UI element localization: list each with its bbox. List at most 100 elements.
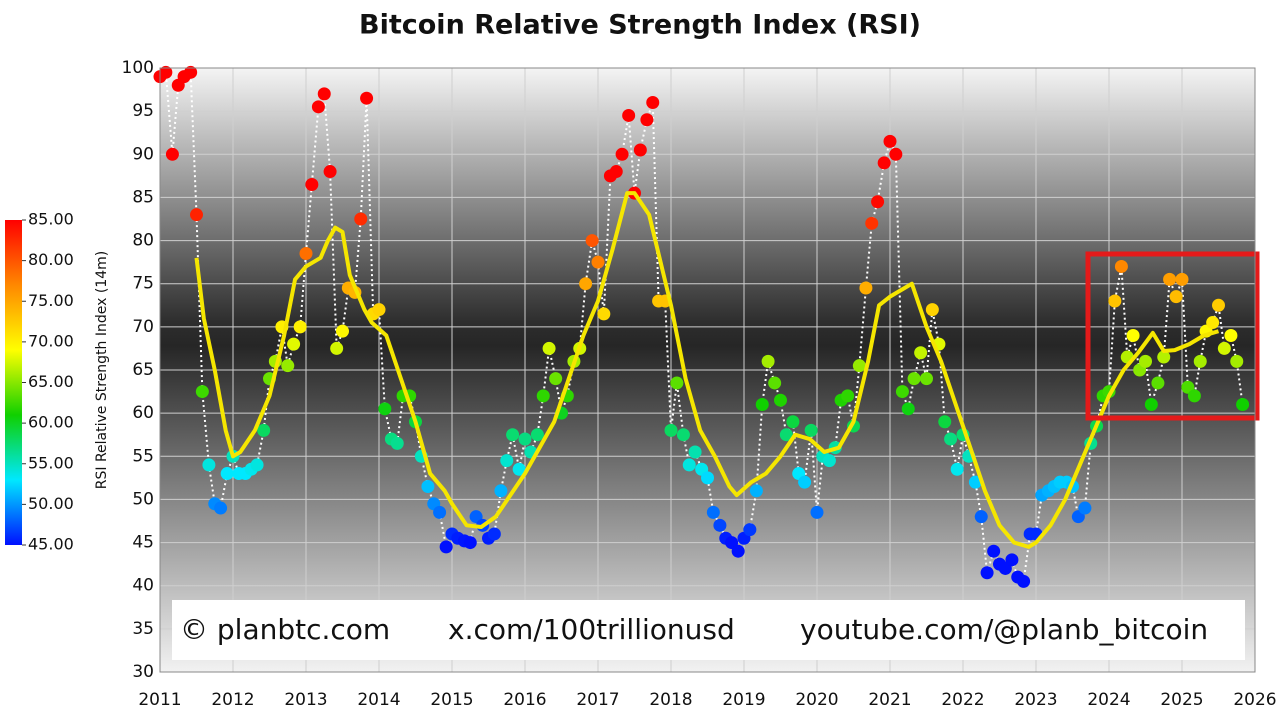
data-point [165,147,179,161]
data-point [646,96,660,110]
x-tick-label: 2011 [138,690,181,710]
y-tick-label: 75 [132,274,154,294]
data-point [530,428,544,442]
colorbar-tick-label: 85.00 [28,210,74,229]
y-tick-label: 55 [132,446,154,466]
data-point [938,415,952,429]
x-tick-label: 2018 [649,690,692,710]
data-point [1206,316,1220,330]
data-point [1139,354,1152,368]
y-tick-label: 50 [132,489,154,509]
x-tick-label: 2014 [357,690,400,710]
data-point [761,354,775,368]
x-tick-label: 2020 [795,690,838,710]
data-point [330,341,344,355]
data-point [925,303,939,317]
data-point [670,376,684,390]
chart-title: Bitcoin Relative Strength Index (RSI) [359,10,921,41]
data-point [841,389,855,403]
data-point [195,385,209,399]
data-point [1212,298,1225,312]
data-point [311,100,325,114]
data-point [1078,501,1092,515]
data-point [433,505,447,519]
colorbar-tick-label: 55.00 [28,453,74,472]
data-point [281,359,295,373]
y-tick-label: 45 [132,533,154,553]
data-point [1114,259,1128,273]
data-point [323,165,337,179]
highlight-box [1085,251,1260,421]
data-point [852,359,866,373]
x-tick-label: 2012 [211,690,254,710]
x-tick-label: 2026 [1233,690,1276,710]
colorbar-tick-label: 80.00 [28,250,74,269]
data-point [184,65,198,79]
watermark: youtube.com/@planb_bitcoin [800,613,1208,646]
data-point [688,445,702,459]
data-point [372,303,386,317]
data-point [159,65,173,79]
x-tick-label: 2025 [1160,690,1203,710]
colorbar-tick-label: 45.00 [28,535,74,554]
data-point [749,484,763,498]
data-point [360,91,374,105]
data-point [257,423,271,437]
data-point [774,393,787,407]
data-point [859,281,873,295]
moving-average-line [194,191,1220,549]
data-point [214,501,228,515]
colorbar-tick-label: 50.00 [28,494,74,513]
data-point [779,428,793,442]
x-tick-label: 2019 [722,690,765,710]
plot-frame [159,67,1256,673]
data-point [494,484,508,498]
data-point [798,475,812,489]
data-point [250,458,264,472]
y-axis-label: RSI Relative Strength Index (14m) [94,251,110,489]
data-point [804,423,818,437]
data-point [901,402,915,416]
y-tick-label: 95 [132,101,154,121]
data-point [378,402,392,416]
colorbar-tick-label: 70.00 [28,331,74,350]
data-point [1169,290,1183,304]
data-point [676,428,690,442]
data-point [354,212,368,226]
data-point [305,177,319,191]
colorbar-tick-label: 65.00 [28,372,74,391]
data-point [877,156,891,170]
data-point [907,372,921,386]
data-point [871,195,885,209]
x-tick-label: 2016 [503,690,546,710]
data-point [822,454,836,468]
data-point [487,527,501,541]
data-point [944,432,958,446]
data-point [1224,328,1238,342]
x-tick-label: 2013 [284,690,327,710]
data-point [542,341,556,355]
data-point [609,165,623,179]
data-point [591,255,605,269]
data-point [536,389,550,403]
data-point [914,346,928,360]
data-point [768,376,782,390]
watermark: x.com/100trillionusd [448,613,735,646]
watermark-box [172,600,1245,660]
data-point [987,544,1001,558]
y-tick-label: 80 [132,231,154,251]
data-point [439,540,453,554]
data-point [1193,354,1207,368]
data-point [512,462,526,476]
data-point [1005,553,1019,567]
colorbar-tick-label: 75.00 [28,291,74,310]
data-point [1144,398,1158,412]
y-tick-label: 65 [132,360,154,380]
colorbar-tick-label: 60.00 [28,413,74,432]
data-point [287,337,301,351]
data-point [633,143,647,157]
data-point [713,518,727,532]
data-point [293,320,307,334]
data-point [701,471,714,485]
data-point [1157,350,1171,364]
